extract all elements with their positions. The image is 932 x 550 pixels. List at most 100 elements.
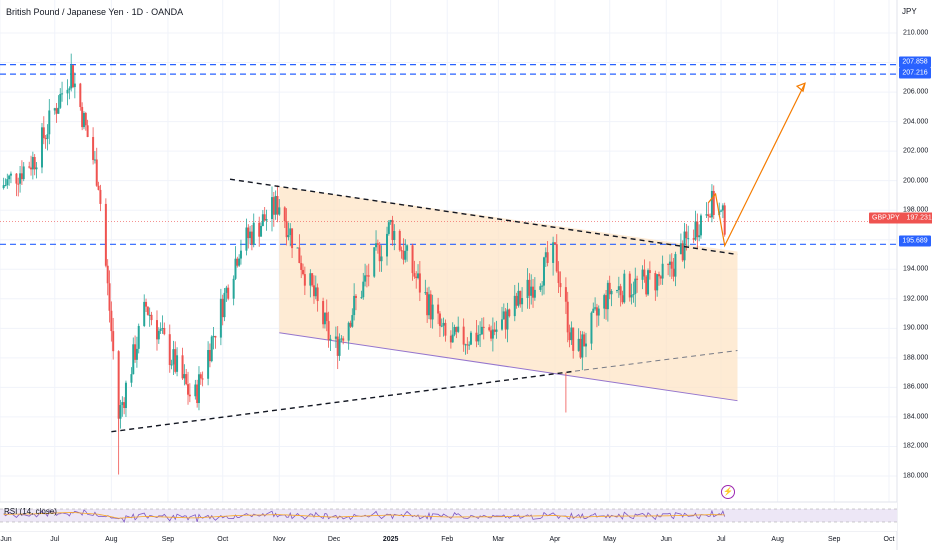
candle-body <box>110 310 113 332</box>
upper-trendline <box>229 178 738 256</box>
candle-body <box>104 203 107 266</box>
candle-body <box>119 405 122 419</box>
price-tick: 190.000 <box>903 324 929 332</box>
candle-body <box>145 301 148 307</box>
candle-body <box>378 244 381 262</box>
candle-body <box>20 173 23 180</box>
currency-label[interactable]: JPY <box>902 7 917 16</box>
candle-body <box>323 312 326 325</box>
support-level-tag: 195.689 <box>899 235 931 247</box>
time-tick: Sep <box>828 536 841 543</box>
candle-body <box>657 274 660 277</box>
current-price-value: 197.231 <box>906 214 932 222</box>
candle-body <box>564 287 567 302</box>
candle-body <box>302 269 305 275</box>
candle-body <box>647 270 650 295</box>
candle-body <box>108 283 111 311</box>
candle-body <box>265 219 268 221</box>
time-tick: Oct <box>217 536 229 543</box>
level-tag-upper: 207.858 <box>899 56 931 68</box>
candle-body <box>135 348 138 360</box>
time-tick: Mar <box>492 536 505 543</box>
candle-body <box>236 258 239 266</box>
candle-body <box>645 276 648 295</box>
candle-body <box>4 185 7 187</box>
candle-body <box>521 298 524 305</box>
candle-body <box>468 344 471 346</box>
candle-body <box>362 281 365 298</box>
candle-body <box>270 197 273 220</box>
candle-body <box>278 207 281 215</box>
candle-body <box>289 228 292 236</box>
candle-body <box>426 292 429 316</box>
candle-body <box>187 384 190 395</box>
channel-lower-line <box>279 332 738 402</box>
candle-body <box>260 225 263 237</box>
candle-body <box>455 326 458 332</box>
time-tick: Dec <box>327 536 341 543</box>
candle-body <box>261 214 264 226</box>
chart-title[interactable]: British Pound / Japanese Yen · 1D · OAND… <box>6 7 184 17</box>
candle-body <box>539 286 542 290</box>
candle-body <box>501 319 504 330</box>
candle-body <box>55 108 58 114</box>
candle-body <box>2 185 5 189</box>
candle-body <box>123 402 126 409</box>
candle-body <box>19 173 22 184</box>
candle-body <box>373 247 376 277</box>
candle-body <box>608 282 611 295</box>
candle-body <box>9 173 12 176</box>
price-tick: 210.000 <box>903 29 929 37</box>
candle-body <box>712 190 715 216</box>
candle-body <box>285 221 288 238</box>
candle-body <box>508 309 511 317</box>
candle-body <box>721 205 724 211</box>
candle-body <box>398 230 401 251</box>
rsi-indicator-label[interactable]: RSI (14, close) <box>4 507 57 516</box>
candle-body <box>150 314 153 321</box>
candle-body <box>641 269 644 280</box>
candle-body <box>415 276 418 279</box>
candle-body <box>272 197 275 215</box>
candle-body <box>121 402 124 406</box>
candle-body <box>155 320 158 340</box>
candle-body <box>559 283 562 288</box>
candle-body <box>389 219 392 223</box>
candle-body <box>298 247 301 264</box>
candle-body <box>572 327 575 351</box>
candle-body <box>70 65 73 89</box>
candle-body <box>334 336 337 339</box>
candle-body <box>696 221 699 238</box>
candle-body <box>491 329 494 339</box>
candle-body <box>387 222 390 234</box>
candle-body <box>97 185 100 190</box>
candle-body <box>130 374 133 383</box>
time-tick: Apr <box>549 536 561 543</box>
price-tick: 182.000 <box>903 442 929 450</box>
candle-body <box>274 195 277 215</box>
candle-body <box>594 307 597 309</box>
candle-body <box>210 336 213 362</box>
candle-body <box>117 351 120 419</box>
candle-body <box>329 338 332 341</box>
candle-body <box>720 210 723 212</box>
lightning-icon[interactable]: ⚡ <box>721 485 735 499</box>
candle-body <box>181 355 184 379</box>
candle-body <box>22 166 25 180</box>
candle-body <box>219 298 222 338</box>
candle-body <box>555 244 558 272</box>
candle-body <box>413 273 416 277</box>
candle-body <box>544 252 547 258</box>
candle-body <box>480 326 483 335</box>
candle-body <box>312 285 315 297</box>
candle-body <box>482 326 485 328</box>
candle-body <box>429 294 432 320</box>
candle-body <box>685 231 688 239</box>
time-tick: 2025 <box>382 536 399 543</box>
candle-body <box>502 311 505 320</box>
price-tick: 184.000 <box>903 413 929 421</box>
candle-body <box>577 338 580 351</box>
candle-body <box>630 294 633 298</box>
candle-body <box>477 334 480 342</box>
